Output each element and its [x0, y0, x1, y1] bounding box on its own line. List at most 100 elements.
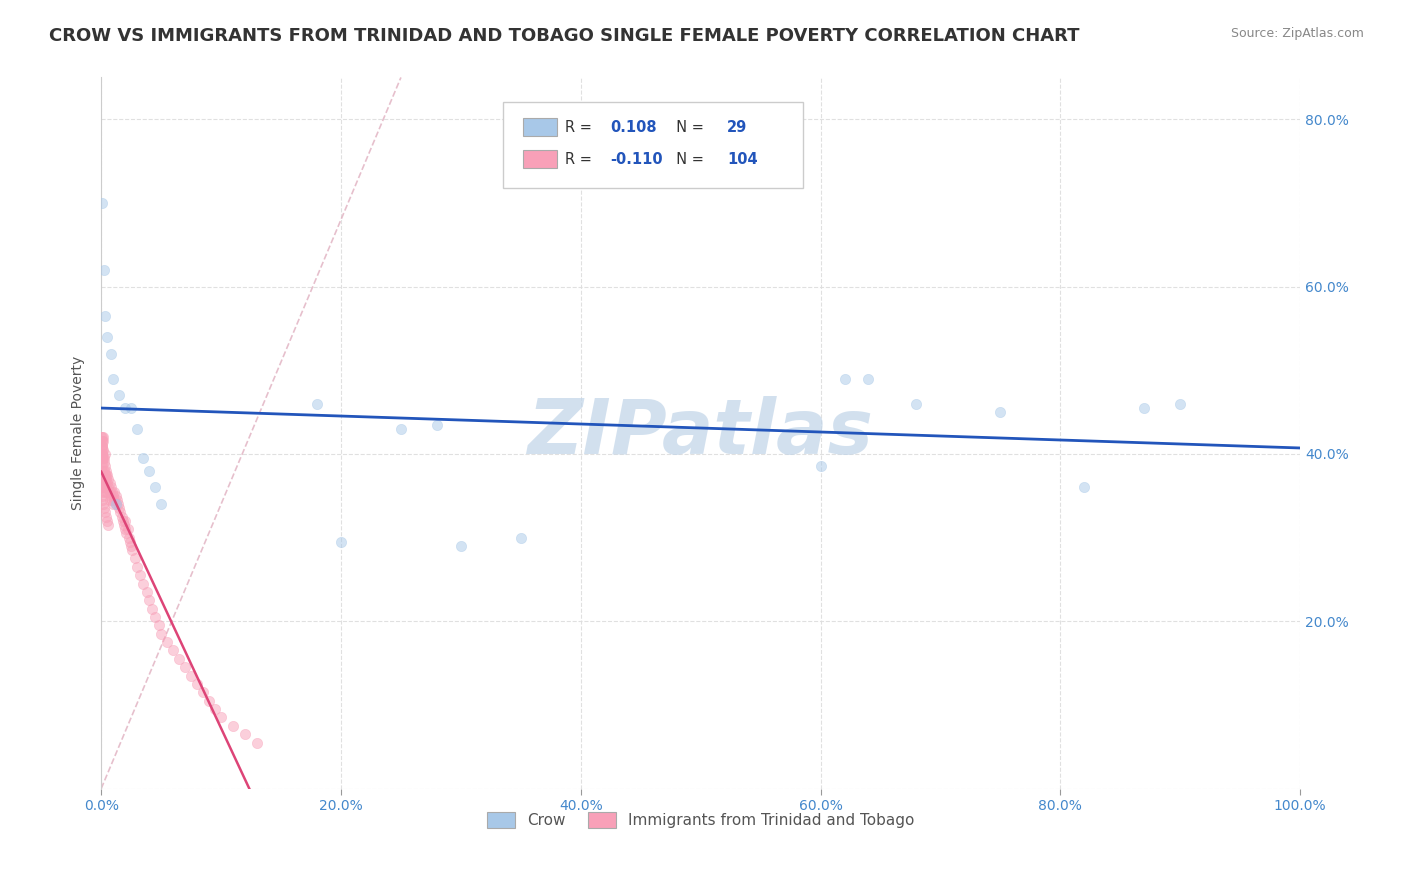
Point — [150, 497, 173, 511]
Point — [135, 585, 157, 599]
Point — [94, 476, 117, 491]
Point — [90, 476, 112, 491]
Point — [91, 484, 114, 499]
Point — [110, 506, 132, 520]
Point — [93, 480, 115, 494]
Point — [426, 417, 449, 432]
Point — [96, 484, 118, 499]
Point — [93, 451, 115, 466]
Point — [118, 531, 141, 545]
Point — [1168, 397, 1191, 411]
Text: N =: N = — [666, 120, 709, 135]
Point — [104, 489, 127, 503]
Point — [103, 484, 125, 499]
Point — [94, 480, 117, 494]
Point — [246, 735, 269, 749]
FancyBboxPatch shape — [523, 118, 557, 136]
Point — [110, 509, 132, 524]
Point — [222, 719, 245, 733]
Point — [96, 467, 118, 482]
Point — [127, 559, 149, 574]
Point — [90, 464, 112, 478]
Point — [91, 430, 114, 444]
Point — [94, 464, 117, 478]
Point — [91, 459, 114, 474]
Point — [103, 492, 125, 507]
Text: 0.108: 0.108 — [610, 120, 658, 135]
Point — [94, 467, 117, 482]
Point — [105, 492, 128, 507]
Point — [100, 489, 122, 503]
Point — [93, 455, 115, 469]
Text: N =: N = — [666, 152, 709, 167]
Point — [90, 442, 112, 457]
Point — [91, 480, 114, 494]
Point — [98, 476, 121, 491]
Point — [90, 451, 112, 466]
Point — [117, 522, 139, 536]
Point — [132, 451, 155, 466]
Text: CROW VS IMMIGRANTS FROM TRINIDAD AND TOBAGO SINGLE FEMALE POVERTY CORRELATION CH: CROW VS IMMIGRANTS FROM TRINIDAD AND TOB… — [49, 27, 1080, 45]
Point — [91, 434, 114, 449]
Point — [834, 371, 856, 385]
Point — [114, 514, 136, 528]
Text: Source: ZipAtlas.com: Source: ZipAtlas.com — [1230, 27, 1364, 40]
Text: 104: 104 — [727, 152, 758, 167]
Point — [156, 635, 179, 649]
Point — [90, 434, 112, 449]
Point — [1133, 401, 1156, 415]
Point — [112, 518, 135, 533]
Point — [810, 459, 832, 474]
Point — [103, 371, 125, 385]
Point — [94, 309, 117, 323]
Point — [450, 539, 472, 553]
Point — [94, 509, 117, 524]
Point — [150, 626, 173, 640]
Point — [191, 685, 214, 699]
Point — [148, 618, 170, 632]
Point — [162, 643, 184, 657]
Point — [97, 480, 120, 494]
Point — [98, 484, 121, 499]
Point — [204, 702, 226, 716]
Point — [198, 694, 221, 708]
Point — [120, 401, 142, 415]
Point — [94, 472, 117, 486]
Point — [90, 467, 112, 482]
Point — [103, 489, 125, 503]
Point — [100, 346, 122, 360]
Point — [120, 539, 142, 553]
Point — [858, 371, 880, 385]
Point — [91, 451, 114, 466]
Point — [127, 422, 149, 436]
Point — [90, 447, 112, 461]
Point — [91, 438, 114, 452]
Point — [233, 727, 256, 741]
Point — [111, 514, 134, 528]
Point — [94, 459, 117, 474]
Point — [91, 447, 114, 461]
Point — [94, 472, 117, 486]
Point — [141, 601, 163, 615]
Point — [94, 484, 117, 499]
FancyBboxPatch shape — [523, 150, 557, 169]
Point — [124, 551, 146, 566]
Point — [100, 480, 122, 494]
Point — [90, 472, 112, 486]
Point — [90, 430, 112, 444]
Point — [988, 405, 1011, 419]
Point — [186, 677, 208, 691]
Point — [143, 610, 166, 624]
Point — [91, 489, 114, 503]
Point — [91, 455, 114, 469]
Point — [91, 447, 114, 461]
Point — [905, 397, 928, 411]
Point — [209, 710, 232, 724]
Point — [330, 534, 353, 549]
Text: R =: R = — [565, 120, 596, 135]
Point — [174, 660, 197, 674]
Point — [91, 434, 114, 449]
Point — [104, 497, 127, 511]
Point — [90, 438, 112, 452]
Point — [94, 506, 117, 520]
